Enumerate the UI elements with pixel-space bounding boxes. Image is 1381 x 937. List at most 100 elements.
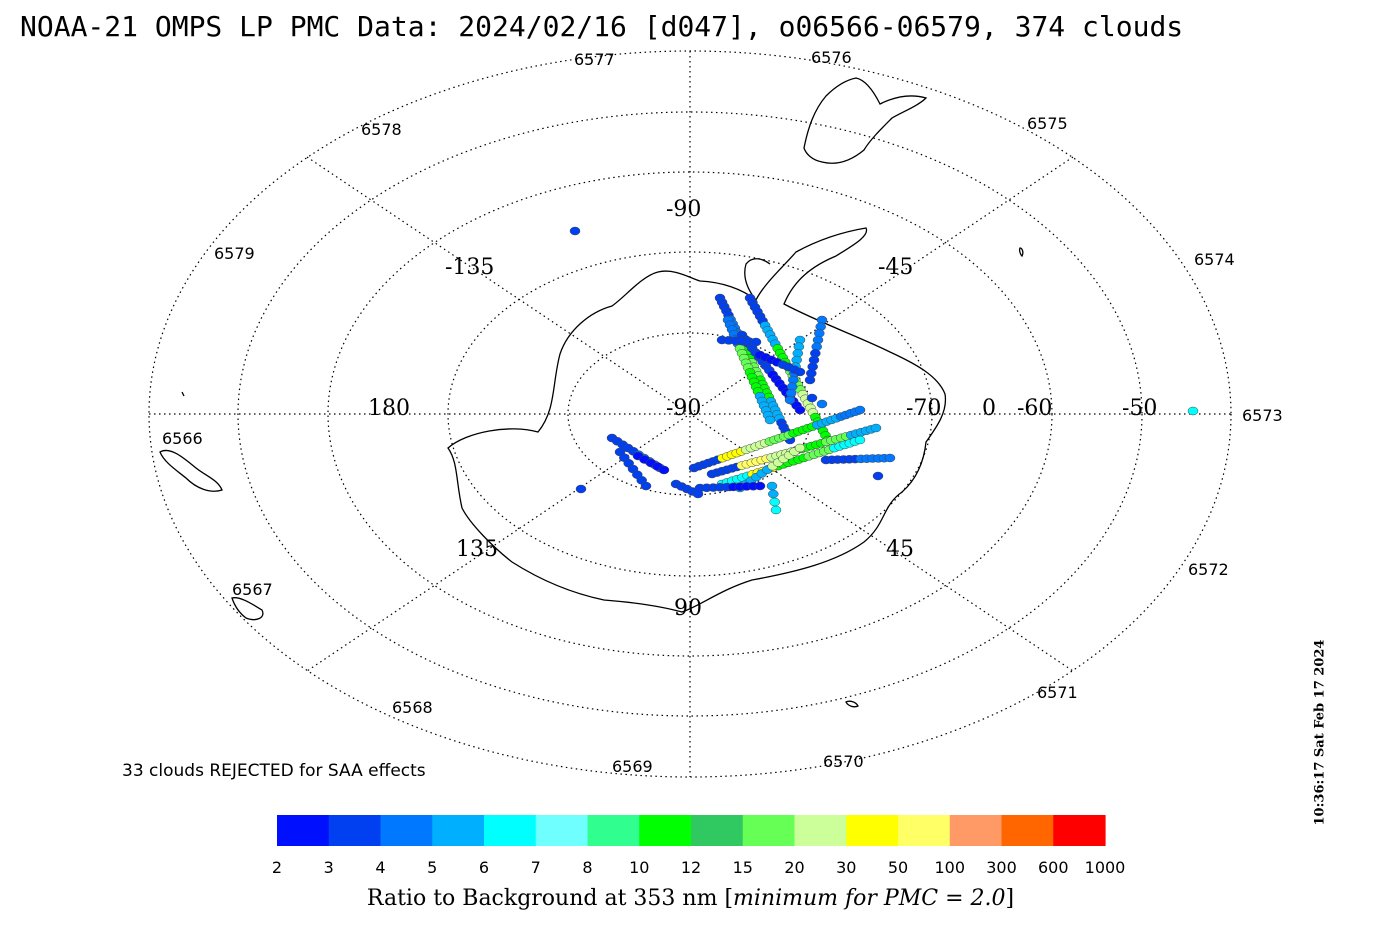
colorbar-swatch xyxy=(691,815,744,846)
coastline xyxy=(159,77,1024,708)
colorbar-swatch xyxy=(277,815,330,846)
latitude-ring xyxy=(237,111,1143,717)
lon-label: 180 xyxy=(368,396,410,421)
cloud-detection-point xyxy=(854,405,866,415)
colorbar-swatch xyxy=(639,815,692,846)
cloud-detection-point xyxy=(750,337,762,347)
orbit-label: 6572 xyxy=(1188,560,1229,579)
timestamp: 10:36:17 Sat Feb 17 2024 xyxy=(1312,639,1328,826)
cloud-detection-point xyxy=(870,423,882,433)
orbit-label: 6569 xyxy=(612,757,653,776)
rejected-note: 33 clouds REJECTED for SAA effects xyxy=(122,761,426,781)
lat-label: -60 xyxy=(1017,396,1052,421)
orbit-label: 6576 xyxy=(811,48,852,67)
cloud-detection-point xyxy=(872,471,884,481)
lat-label: -70 xyxy=(906,396,941,421)
orbit-label: 6566 xyxy=(162,429,203,448)
colorbar-tick-label: 2 xyxy=(272,858,282,877)
lat-label: -50 xyxy=(1122,396,1157,421)
colorbar-tick-label: 3 xyxy=(324,858,334,877)
colorbar-tick-label: 100 xyxy=(934,858,965,877)
south-america-coastline xyxy=(803,77,928,164)
cloud-detection-point xyxy=(658,465,670,475)
colorbar-swatch xyxy=(380,815,433,846)
colorbar-tick-label: 600 xyxy=(1038,858,1069,877)
cloud-detection-point xyxy=(794,405,806,415)
cloud-detection-point xyxy=(1187,406,1199,416)
orbit-label: 6574 xyxy=(1194,250,1235,269)
cloud-detection-point xyxy=(854,435,866,445)
lon-label: -135 xyxy=(445,255,494,280)
colorbar-caption-italic: minimum for PMC = 2.0 xyxy=(733,886,1006,911)
colorbar-tick-labels: 2 3 4 5 6 7 8 10 12 15 20 30 50 100 300 600 1000 xyxy=(272,858,1125,877)
lat-lon-grid xyxy=(148,50,1232,778)
colorbar-swatch xyxy=(794,815,847,846)
antarctica-coastline xyxy=(447,227,947,613)
orbit-labels: 6577 6576 6578 6575 6579 6574 6573 6566 … xyxy=(162,48,1283,776)
grid-labels: -90 -135 -45 180 -90 135 45 90 -70 0 -60… xyxy=(368,197,1157,621)
colorbar-swatch xyxy=(898,815,951,846)
island-coastline xyxy=(1018,247,1024,258)
colorbar-swatch xyxy=(484,815,537,846)
orbit-label: 6578 xyxy=(361,120,402,139)
colorbar-swatch xyxy=(328,815,382,846)
lat-label: 0 xyxy=(982,396,996,421)
colorbar-tick-label: 30 xyxy=(836,858,856,877)
colorbar-caption-main: Ratio to Background at 353 nm xyxy=(366,886,725,911)
lon-label: 45 xyxy=(886,537,914,562)
cloud-detection-point xyxy=(569,226,581,236)
orbit-label: 6567 xyxy=(232,580,273,599)
island-coastline xyxy=(845,700,859,708)
cloud-detection-point xyxy=(794,367,806,377)
lon-label: -45 xyxy=(878,255,913,280)
cloud-detection-point xyxy=(692,489,704,499)
new-zealand-north-coastline xyxy=(159,449,223,492)
colorbar-tick-label: 12 xyxy=(681,858,701,877)
colorbar-swatch xyxy=(949,815,1003,846)
cloud-detection-point xyxy=(806,393,818,403)
orbit-label: 6579 xyxy=(214,244,255,263)
new-zealand-south-coastline xyxy=(231,597,264,621)
cloud-detection-point xyxy=(768,489,779,499)
antarctic-peninsula-coastline xyxy=(744,258,771,301)
meridian-line xyxy=(306,156,1074,672)
cloud-detections xyxy=(569,226,1199,515)
colorbar-tick-label: 300 xyxy=(986,858,1017,877)
lon-label: -90 xyxy=(666,197,701,222)
orbit-label: 6571 xyxy=(1037,683,1078,702)
cloud-detection-point xyxy=(575,484,587,494)
lon-label: -90 xyxy=(666,396,701,421)
colorbar-swatch xyxy=(1053,815,1106,846)
colorbar-tick-label: 1000 xyxy=(1085,858,1126,877)
colorbar-tick-label: 20 xyxy=(784,858,804,877)
cloud-detection-point xyxy=(816,399,828,409)
orbit-label: 6570 xyxy=(823,752,864,771)
colorbar-tick-label: 10 xyxy=(629,858,649,877)
colorbar-swatch xyxy=(535,815,589,846)
cloud-detection-point xyxy=(754,481,766,491)
colorbar-tick-label: 5 xyxy=(427,858,437,877)
colorbar-swatch xyxy=(1001,815,1054,846)
cloud-detection-point xyxy=(764,415,776,425)
colorbar-tick-label: 15 xyxy=(733,858,753,877)
cloud-detection-point xyxy=(804,375,816,385)
cloud-detection-point xyxy=(784,395,796,405)
colorbar-swatch xyxy=(432,815,485,846)
colorbar-tick-label: 7 xyxy=(531,858,541,877)
cloud-detection-point xyxy=(769,497,780,507)
cloud-detection-point xyxy=(884,453,896,463)
orbit-label: 6573 xyxy=(1242,406,1283,425)
cloud-detection-point xyxy=(770,505,782,515)
colorbar-swatch xyxy=(742,815,796,846)
colorbar xyxy=(277,815,1106,846)
latitude-ring xyxy=(327,171,1053,657)
colorbar-tick-label: 4 xyxy=(375,858,385,877)
colorbar-tick-label: 50 xyxy=(888,858,908,877)
orbit-label: 6568 xyxy=(392,698,433,717)
cloud-detection-point xyxy=(766,481,778,491)
orbit-label: 6577 xyxy=(574,50,615,69)
colorbar-swatch xyxy=(846,815,899,846)
lon-label: 135 xyxy=(456,537,498,562)
